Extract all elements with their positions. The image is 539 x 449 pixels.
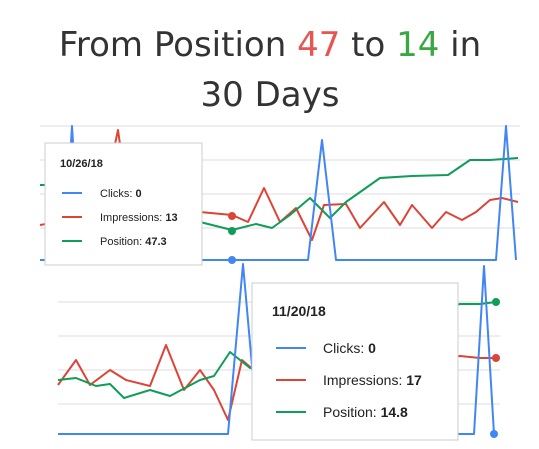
tooltip-item: Position: 47.3 [100,236,167,248]
hover-dot [228,212,236,220]
item-label: Clicks: [323,340,364,356]
item-value: 14.8 [381,404,408,420]
tooltip-date: 11/20/18 [272,303,326,319]
item-value: 13 [165,212,177,224]
tooltip-item: Impressions: 17 [323,372,422,388]
tooltip-item: Clicks: 0 [323,340,376,356]
title-to: 14 [396,25,439,65]
hover-dot [492,298,500,306]
title-middle: to [351,25,385,65]
item-value: 17 [406,372,422,388]
tooltip-2: 11/20/18 Clicks: 0 Impressions: 17 Posit… [251,282,459,441]
tooltip-date: 10/26/18 [60,158,103,170]
item-label: Impressions: [100,212,162,224]
tooltip-item: Position: 14.8 [323,404,408,420]
title-line-2: 30 Days [201,75,340,115]
hover-dot [228,256,236,264]
hover-dot [492,354,500,362]
tooltip-item: Impressions: 13 [100,212,178,224]
item-value: 0 [135,188,141,200]
hover-dot [228,227,236,235]
title-lead: From Position [59,25,286,65]
tooltip-box [44,142,203,266]
title-tail: in [450,25,481,65]
position-line [40,157,519,231]
item-label: Clicks: [100,188,132,200]
tooltip-1: 10/26/18 Clicks: 0 Impressions: 13 Posit… [44,142,203,266]
title-line-1: From Position 47 to 14 in [59,25,481,65]
title-from: 47 [297,25,340,65]
item-label: Position: [100,236,142,248]
item-value: 47.3 [145,236,166,248]
item-label: Position: [323,404,377,420]
hover-dot [490,430,498,438]
item-value: 0 [368,340,376,356]
item-label: Impressions: [323,372,402,388]
tooltip-item: Clicks: 0 [100,188,142,200]
tooltip-box [251,282,459,441]
